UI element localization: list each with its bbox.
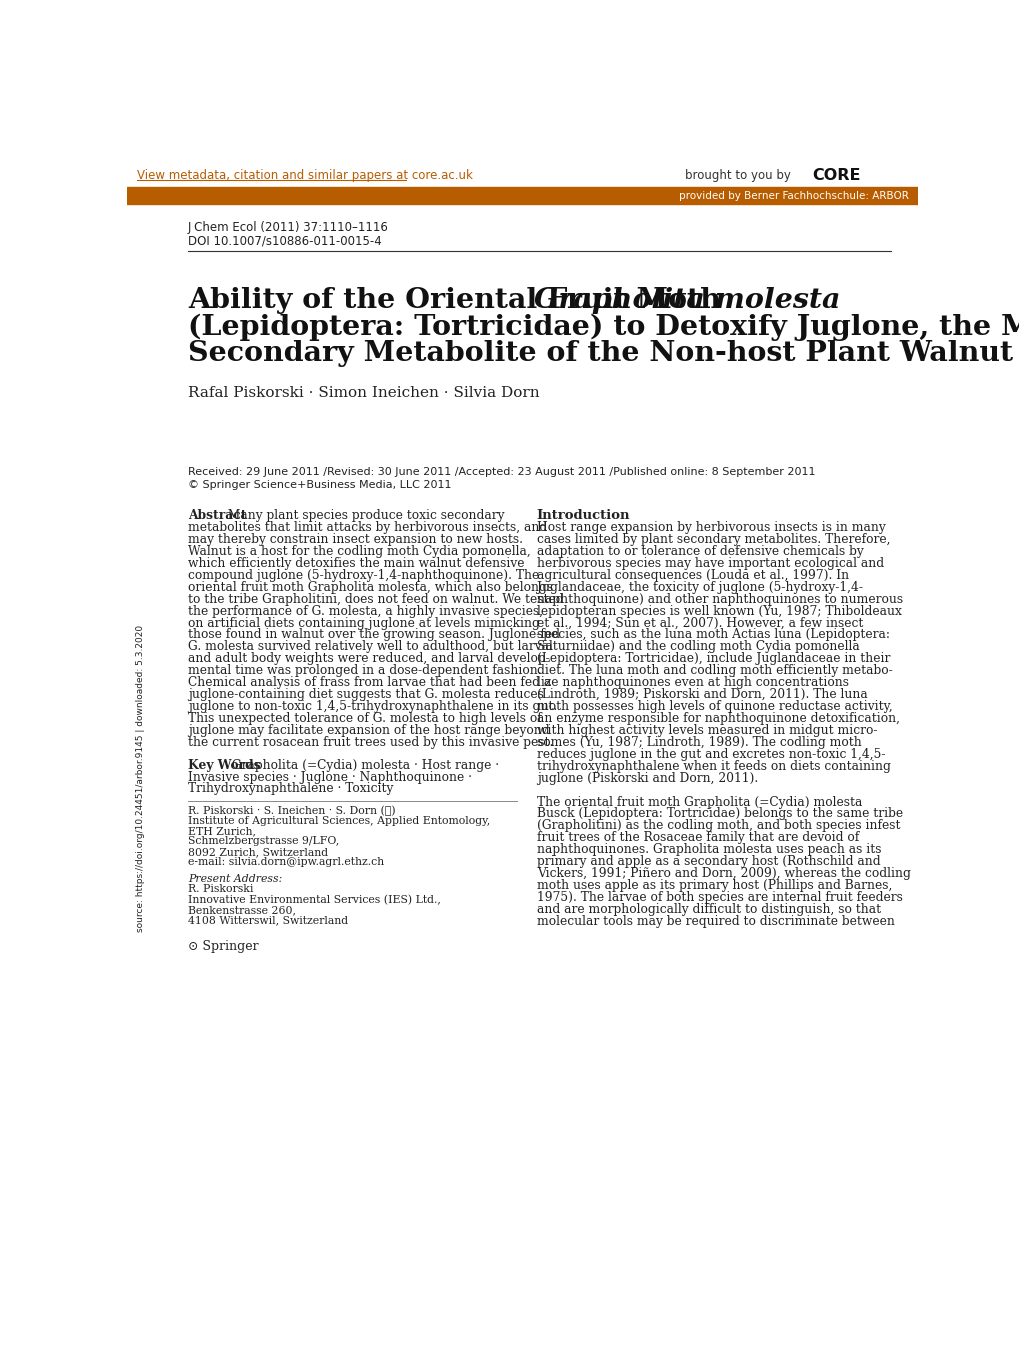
Text: mental time was prolonged in a dose-dependent fashion.: mental time was prolonged in a dose-depe…: [187, 664, 541, 678]
Text: moth possesses high levels of quinone reductase activity,: moth possesses high levels of quinone re…: [536, 701, 892, 713]
Text: the performance of G. molesta, a highly invasive species,: the performance of G. molesta, a highly …: [187, 604, 542, 618]
Text: reduces juglone in the gut and excretes non-toxic 1,4,5-: reduces juglone in the gut and excretes …: [536, 748, 884, 760]
Text: with highest activity levels measured in midgut micro-: with highest activity levels measured in…: [536, 724, 876, 737]
Text: J Chem Ecol (2011) 37:1110–1116: J Chem Ecol (2011) 37:1110–1116: [187, 221, 388, 234]
Text: R. Piskorski · S. Ineichen · S. Dorn (✉): R. Piskorski · S. Ineichen · S. Dorn (✉): [187, 805, 395, 816]
Text: Busck (Lepidoptera: Tortricidae) belongs to the same tribe: Busck (Lepidoptera: Tortricidae) belongs…: [536, 808, 902, 821]
Text: Saturniidae) and the codling moth Cydia pomonella: Saturniidae) and the codling moth Cydia …: [536, 641, 859, 653]
Text: © Springer Science+Business Media, LLC 2011: © Springer Science+Business Media, LLC 2…: [187, 480, 451, 491]
Text: herbivorous species may have important ecological and: herbivorous species may have important e…: [536, 557, 882, 570]
Text: molecular tools may be required to discriminate between: molecular tools may be required to discr…: [536, 915, 894, 928]
Text: Schmelzbergstrasse 9/LFO,: Schmelzbergstrasse 9/LFO,: [187, 836, 339, 847]
Bar: [127, 187, 917, 205]
Text: cases limited by plant secondary metabolites. Therefore,: cases limited by plant secondary metabol…: [536, 533, 890, 546]
Text: source: https://doi.org/10.24451/arbor.9145 | downloaded: 5.3.2020: source: https://doi.org/10.24451/arbor.9…: [136, 625, 145, 932]
Text: on artificial diets containing juglone at levels mimicking: on artificial diets containing juglone a…: [187, 617, 539, 630]
Text: juglone-containing diet suggests that G. molesta reduces: juglone-containing diet suggests that G.…: [187, 688, 543, 701]
Text: G. molesta survived relatively well to adulthood, but larval: G. molesta survived relatively well to a…: [187, 641, 552, 653]
Text: Invasive species · Juglone · Naphthoquinone ·: Invasive species · Juglone · Naphthoquin…: [187, 771, 472, 783]
Text: diet. The luna moth and codling moth efficiently metabo-: diet. The luna moth and codling moth eff…: [536, 664, 892, 678]
Text: juglone may facilitate expansion of the host range beyond: juglone may facilitate expansion of the …: [187, 724, 549, 737]
Text: agricultural consequences (Louda et al., 1997). In: agricultural consequences (Louda et al.,…: [536, 569, 848, 581]
Text: Juglandaceae, the toxicity of juglone (5-hydroxy-1,4-: Juglandaceae, the toxicity of juglone (5…: [536, 581, 862, 593]
Text: R. Piskorski: R. Piskorski: [187, 883, 253, 894]
Text: The oriental fruit moth Grapholita (=Cydia) molesta: The oriental fruit moth Grapholita (=Cyd…: [536, 795, 861, 809]
Text: juglone (Piskorski and Dorn, 2011).: juglone (Piskorski and Dorn, 2011).: [536, 771, 757, 785]
Text: metabolites that limit attacks by herbivorous insects, and: metabolites that limit attacks by herbiv…: [187, 522, 546, 534]
Text: Institute of Agricultural Sciences, Applied Entomology,: Institute of Agricultural Sciences, Appl…: [187, 816, 490, 825]
Text: DOI 10.1007/s10886-011-0015-4: DOI 10.1007/s10886-011-0015-4: [187, 234, 381, 247]
Text: lize naphthoquinones even at high concentrations: lize naphthoquinones even at high concen…: [536, 676, 848, 690]
Text: Benkenstrasse 260,: Benkenstrasse 260,: [187, 905, 296, 915]
Text: e-mail: silvia.dorn@ipw.agrl.ethz.ch: e-mail: silvia.dorn@ipw.agrl.ethz.ch: [187, 858, 384, 867]
Text: lepidopteran species is well known (Yu, 1987; Thiboldeaux: lepidopteran species is well known (Yu, …: [536, 604, 901, 618]
Text: trihydroxynaphthalene when it feeds on diets containing: trihydroxynaphthalene when it feeds on d…: [536, 760, 890, 772]
Text: naphthoquinones. Grapholita molesta uses peach as its: naphthoquinones. Grapholita molesta uses…: [536, 843, 880, 856]
Text: Rafal Piskorski · Simon Ineichen · Silvia Dorn: Rafal Piskorski · Simon Ineichen · Silvi…: [187, 386, 539, 400]
Text: (Grapholitini) as the codling moth, and both species infest: (Grapholitini) as the codling moth, and …: [536, 820, 900, 832]
Bar: [127, 163, 917, 187]
Text: the current rosacean fruit trees used by this invasive pest.: the current rosacean fruit trees used by…: [187, 736, 552, 749]
Text: Key Words: Key Words: [187, 759, 260, 771]
Text: adaptation to or tolerance of defensive chemicals by: adaptation to or tolerance of defensive …: [536, 545, 863, 558]
Text: Grapholita (=Cydia) molesta · Host range ·: Grapholita (=Cydia) molesta · Host range…: [228, 759, 499, 771]
Text: species, such as the luna moth Actias luna (Lepidoptera:: species, such as the luna moth Actias lu…: [536, 629, 889, 641]
Text: This unexpected tolerance of G. molesta to high levels of: This unexpected tolerance of G. molesta …: [187, 711, 541, 725]
Text: 4108 Witterswil, Switzerland: 4108 Witterswil, Switzerland: [187, 915, 347, 925]
Text: Trihydroxynaphthalene · Toxicity: Trihydroxynaphthalene · Toxicity: [187, 782, 393, 795]
Text: Walnut is a host for the codling moth Cydia pomonella,: Walnut is a host for the codling moth Cy…: [187, 545, 530, 558]
Text: Host range expansion by herbivorous insects is in many: Host range expansion by herbivorous inse…: [536, 522, 884, 534]
Text: naphthoquinone) and other naphthoquinones to numerous: naphthoquinone) and other naphthoquinone…: [536, 592, 902, 606]
Text: (Lepidoptera: Tortricidae) to Detoxify Juglone, the Main: (Lepidoptera: Tortricidae) to Detoxify J…: [187, 313, 1019, 341]
Text: juglone to non-toxic 1,4,5-trihydroxynaphthalene in its gut.: juglone to non-toxic 1,4,5-trihydroxynap…: [187, 701, 556, 713]
Text: et al., 1994; Sun et al., 2007). However, a few insect: et al., 1994; Sun et al., 2007). However…: [536, 617, 862, 630]
Text: oriental fruit moth Grapholita molesta, which also belongs: oriental fruit moth Grapholita molesta, …: [187, 581, 552, 593]
Text: which efficiently detoxifies the main walnut defensive: which efficiently detoxifies the main wa…: [187, 557, 524, 570]
Text: and are morphologically difficult to distinguish, so that: and are morphologically difficult to dis…: [536, 902, 880, 916]
Text: (Lindroth, 1989; Piskorski and Dorn, 2011). The luna: (Lindroth, 1989; Piskorski and Dorn, 201…: [536, 688, 866, 701]
Text: Received: 29 June 2011 /Revised: 30 June 2011 /Accepted: 23 August 2011 /Publish: Received: 29 June 2011 /Revised: 30 June…: [187, 466, 814, 477]
Text: ETH Zurich,: ETH Zurich,: [187, 827, 256, 836]
Text: (Lepidoptera: Tortricidae), include Juglandaceae in their: (Lepidoptera: Tortricidae), include Jugl…: [536, 652, 890, 665]
Text: View metadata, citation and similar papers at core.ac.uk: View metadata, citation and similar pape…: [137, 169, 472, 182]
Text: 8092 Zurich, Switzerland: 8092 Zurich, Switzerland: [187, 847, 328, 856]
Text: somes (Yu, 1987; Lindroth, 1989). The codling moth: somes (Yu, 1987; Lindroth, 1989). The co…: [536, 736, 861, 749]
Text: Chemical analysis of frass from larvae that had been fed a: Chemical analysis of frass from larvae t…: [187, 676, 550, 690]
Text: to the tribe Grapholitini, does not feed on walnut. We tested: to the tribe Grapholitini, does not feed…: [187, 592, 564, 606]
Text: Present Address:: Present Address:: [187, 874, 282, 883]
Text: fruit trees of the Rosaceae family that are devoid of: fruit trees of the Rosaceae family that …: [536, 832, 858, 844]
Text: Grapholita molesta: Grapholita molesta: [534, 287, 840, 314]
Text: compound juglone (5-hydroxy-1,4-naphthoquinone). The: compound juglone (5-hydroxy-1,4-naphthoq…: [187, 569, 539, 581]
Text: primary and apple as a secondary host (Rothschild and: primary and apple as a secondary host (R…: [536, 855, 879, 869]
Text: Vickers, 1991; Piñero and Dorn, 2009), whereas the codling: Vickers, 1991; Piñero and Dorn, 2009), w…: [536, 867, 910, 881]
Text: brought to you by: brought to you by: [685, 169, 798, 182]
Text: ⊙ Springer: ⊙ Springer: [187, 939, 259, 953]
Text: those found in walnut over the growing season. Juglone-fed: those found in walnut over the growing s…: [187, 629, 559, 641]
Text: an enzyme responsible for naphthoquinone detoxification,: an enzyme responsible for naphthoquinone…: [536, 711, 899, 725]
Text: Introduction: Introduction: [536, 509, 630, 522]
Text: may thereby constrain insect expansion to new hosts.: may thereby constrain insect expansion t…: [187, 533, 523, 546]
Text: Many plant species produce toxic secondary: Many plant species produce toxic seconda…: [224, 509, 504, 522]
Text: provided by Berner Fachhochschule: ARBOR: provided by Berner Fachhochschule: ARBOR: [679, 191, 908, 202]
Text: Ability of the Oriental Fruit Moth: Ability of the Oriental Fruit Moth: [187, 287, 730, 314]
Text: 1975). The larvae of both species are internal fruit feeders: 1975). The larvae of both species are in…: [536, 892, 902, 904]
Text: and adult body weights were reduced, and larval develop-: and adult body weights were reduced, and…: [187, 652, 549, 665]
Text: Innovative Environmental Services (IES) Ltd.,: Innovative Environmental Services (IES) …: [187, 894, 440, 905]
Text: Abstract: Abstract: [187, 509, 247, 522]
Text: CORE: CORE: [811, 168, 859, 183]
Text: moth uses apple as its primary host (Phillips and Barnes,: moth uses apple as its primary host (Phi…: [536, 879, 892, 892]
Text: Secondary Metabolite of the Non-host Plant Walnut: Secondary Metabolite of the Non-host Pla…: [187, 340, 1012, 367]
